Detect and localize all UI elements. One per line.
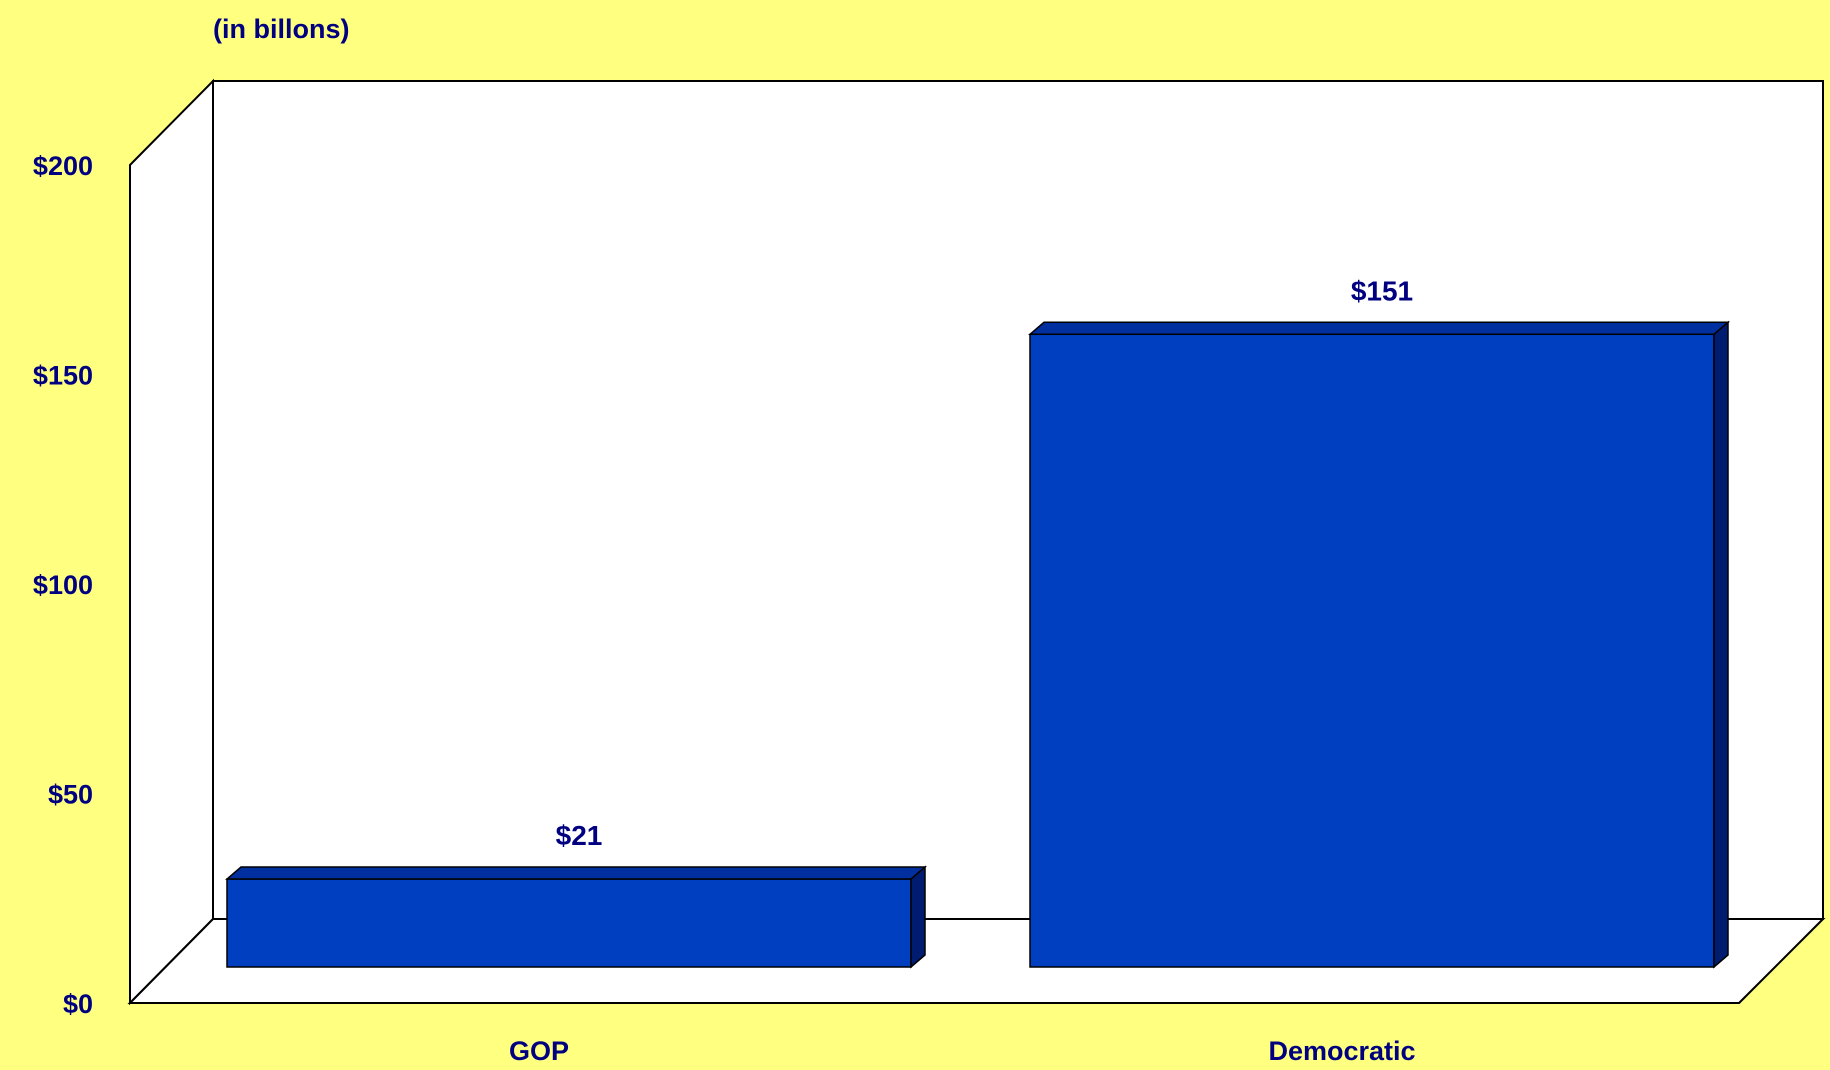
bar-side [910, 865, 926, 969]
y-tick-label: $100 [33, 570, 93, 600]
bar-front [226, 878, 912, 968]
bars: $21 $151 [224, 275, 1731, 969]
data-label: $151 [1351, 275, 1413, 306]
y-tick-label: $0 [63, 989, 93, 1019]
side-wall [129, 78, 214, 1006]
y-tick-label: $200 [33, 151, 93, 181]
x-tick-label: GOP [509, 1036, 569, 1066]
data-label: $21 [556, 820, 603, 851]
y-tick-label: $150 [33, 361, 93, 391]
bar-front [1029, 333, 1715, 968]
x-tick-label: Democratic [1268, 1036, 1415, 1066]
bar-top [1027, 321, 1731, 336]
x-axis-labels: GOP Democratic [509, 1036, 1416, 1066]
y-axis-ticks: $0 $50 $100 $150 $200 [33, 151, 93, 1019]
bar-top [224, 866, 928, 880]
chart-subtitle: (in billons) [213, 14, 349, 44]
y-tick-label: $50 [48, 780, 93, 810]
bar-side [1713, 320, 1729, 969]
